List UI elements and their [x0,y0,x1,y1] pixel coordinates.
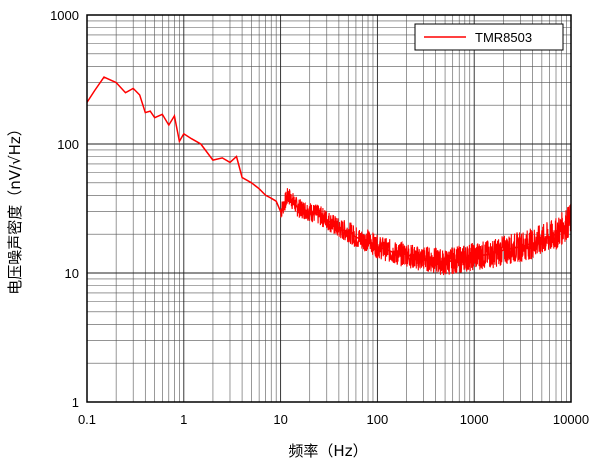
y-tick-label: 10 [65,266,79,281]
x-tick-label: 1000 [460,412,489,427]
x-tick-label: 10000 [553,412,589,427]
series-noise [280,188,571,276]
axes [86,14,572,403]
y-tick-label: 1 [72,395,79,410]
x-tick-label: 10 [273,412,287,427]
legend-label: TMR8503 [475,30,532,45]
y-tick-label: 100 [57,137,79,152]
x-axis-title: 频率（Hz） [288,442,367,460]
plot-frame [86,14,572,403]
x-tick-label: 100 [367,412,389,427]
x-tick-label: 0.1 [78,412,96,427]
y-axis-title: 电压噪声密度（nV/√Hz） [6,121,24,295]
grid-lines [86,14,572,403]
series-layer [87,76,571,276]
y-tick-label: 1000 [50,8,79,23]
legend: TMR8503 [414,23,564,51]
x-tick-label: 1 [180,412,187,427]
tick-labels: 0.1 1 10 100 1000 10000 1 10 100 1000 [50,8,589,427]
